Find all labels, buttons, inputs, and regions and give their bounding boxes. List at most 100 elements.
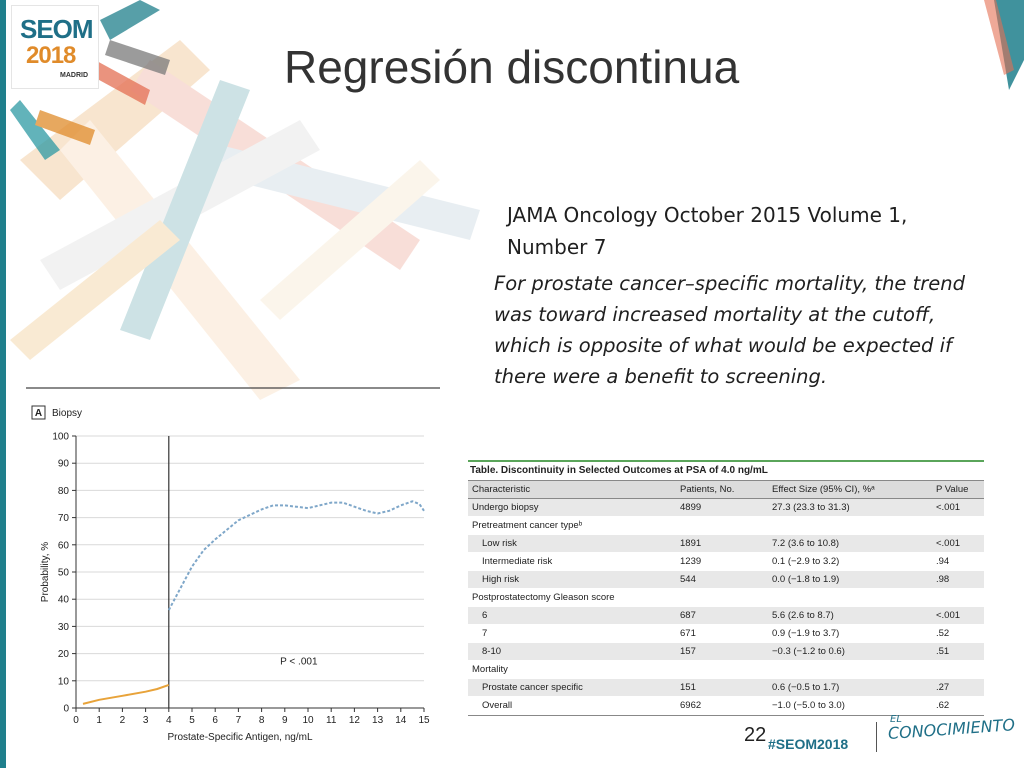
series-line-below-cutoff	[82, 683, 170, 705]
seom-2018-logo: SEOM 2018 MADRID	[12, 6, 98, 88]
x-tick-label: 5	[189, 715, 195, 726]
journal-citation: JAMA Oncology October 2015 Volume 1, Num…	[507, 203, 908, 259]
y-tick-label: 20	[58, 649, 70, 660]
cell-characteristic: Pretreatment cancer typeᵇ	[468, 516, 676, 535]
hashtag: #SEOM2018	[768, 736, 849, 752]
col-characteristic: Characteristic	[468, 480, 676, 499]
quote-text: For prostate cancer–specific mortality, …	[494, 272, 966, 388]
x-tick-label: 1	[96, 715, 102, 726]
cell-p-value: .62	[932, 696, 984, 715]
cell-patients	[676, 516, 768, 535]
table-row: 6 687 5.6 (2.6 to 8.7) <.001	[468, 606, 984, 625]
x-tick-label: 15	[418, 715, 430, 726]
table-row: Mortality	[468, 660, 984, 679]
y-tick-label: 100	[52, 432, 69, 443]
cell-p-value	[932, 516, 984, 535]
table-caption: Table. Discontinuity in Selected Outcome…	[470, 465, 768, 476]
cell-effect-size: 0.1 (−2.9 to 3.2)	[768, 552, 932, 571]
cell-effect-size	[768, 660, 932, 679]
x-tick-label: 11	[326, 715, 337, 726]
panel-letter: A	[35, 408, 42, 419]
cell-characteristic: 8-10	[468, 642, 676, 661]
panel-letter-box	[31, 405, 46, 420]
cell-patients: 687	[676, 606, 768, 625]
x-tick-label: 4	[166, 715, 172, 726]
y-tick-label: 30	[58, 622, 70, 633]
cell-patients: 1239	[676, 552, 768, 571]
table-row: Undergo biopsy 4899 27.3 (23.3 to 31.3) <.0…	[468, 498, 984, 517]
x-axis-label: Prostate-Specific Antigen, ng/mL	[167, 732, 313, 743]
corner-decoration	[984, 0, 1024, 90]
cell-p-value: .94	[932, 552, 984, 571]
cell-p-value: <.001	[932, 606, 984, 625]
cell-characteristic: High risk	[468, 570, 676, 589]
col-patients: Patients, No.	[676, 480, 768, 499]
table-row: Intermediate risk 1239 0.1 (−2.9 to 3.2) .9…	[468, 552, 984, 571]
col-p-value: P Value	[932, 480, 984, 499]
cell-effect-size: 27.3 (23.3 to 31.3)	[768, 498, 932, 517]
cell-effect-size: 0.9 (−1.9 to 3.7)	[768, 624, 932, 643]
panel-title: Biopsy	[52, 408, 82, 419]
cell-effect-size	[768, 516, 932, 535]
cell-p-value	[932, 588, 984, 607]
logo-line-2: 2018	[26, 42, 76, 69]
series-line-above-cutoff	[167, 500, 425, 611]
cell-characteristic: 6	[468, 606, 676, 625]
table-row: Low risk 1891 7.2 (3.6 to 10.8) <.001	[468, 534, 984, 553]
cell-characteristic: Intermediate risk	[468, 552, 676, 571]
cell-characteristic: Undergo biopsy	[468, 498, 676, 517]
table-row: Pretreatment cancer typeᵇ	[468, 516, 984, 535]
x-tick-label: 7	[236, 715, 242, 726]
cell-effect-size: 5.6 (2.6 to 8.7)	[768, 606, 932, 625]
chart-series	[82, 500, 425, 705]
table-row: High risk 544 0.0 (−1.8 to 1.9) .98	[468, 570, 984, 589]
cell-p-value: <.001	[932, 498, 984, 517]
cell-p-value	[932, 660, 984, 679]
y-tick-label: 90	[58, 459, 70, 470]
left-accent-bar	[0, 0, 6, 768]
y-tick-label: 80	[58, 486, 70, 497]
y-tick-label: 10	[58, 676, 70, 687]
cell-characteristic: Mortality	[468, 660, 676, 679]
cell-patients: 671	[676, 624, 768, 643]
cell-characteristic: Overall	[468, 696, 676, 715]
x-tick-label: 3	[143, 715, 149, 726]
cell-p-value: <.001	[932, 534, 984, 553]
cell-patients: 6962	[676, 696, 768, 715]
table-grid: Characteristic Patients, No. Effect Size…	[468, 480, 984, 715]
cell-p-value: .98	[932, 570, 984, 589]
decorative-background-stripes	[10, 0, 480, 400]
col-effect-size: Effect Size (95% CI), %ᵃ	[768, 480, 932, 499]
cell-characteristic: 7	[468, 624, 676, 643]
y-tick-label: 40	[58, 595, 70, 606]
cell-patients	[676, 660, 768, 679]
footer-separator	[876, 722, 877, 752]
x-tick-label: 10	[302, 715, 314, 726]
table-row: 8-10 157 −0.3 (−1.2 to 0.6) .51	[468, 642, 984, 661]
handwritten-top: EL	[890, 714, 902, 725]
cell-patients: 4899	[676, 498, 768, 517]
p-value-annotation: P < .001	[280, 656, 318, 667]
x-tick-label: 6	[212, 715, 218, 726]
cell-effect-size: −0.3 (−1.2 to 0.6)	[768, 642, 932, 661]
cell-patients: 1891	[676, 534, 768, 553]
cell-p-value: .52	[932, 624, 984, 643]
y-tick-label: 60	[58, 540, 70, 551]
table-header-row: Characteristic Patients, No. Effect Size…	[468, 480, 984, 499]
cell-effect-size	[768, 588, 932, 607]
table-row: Overall 6962 −1.0 (−5.0 to 3.0) .62	[468, 696, 984, 715]
cell-p-value: .27	[932, 678, 984, 697]
x-tick-label: 8	[259, 715, 265, 726]
chart-grid	[76, 435, 424, 682]
cell-characteristic: Low risk	[468, 534, 676, 553]
cell-patients: 544	[676, 570, 768, 589]
cell-effect-size: 0.0 (−1.8 to 1.9)	[768, 570, 932, 589]
cell-patients: 151	[676, 678, 768, 697]
y-tick-label: 0	[63, 704, 69, 715]
x-tick-label: 13	[372, 715, 384, 726]
x-tick-label: 0	[73, 715, 79, 726]
table-row: Postprostatectomy Gleason score	[468, 588, 984, 607]
cell-effect-size: 7.2 (3.6 to 10.8)	[768, 534, 932, 553]
